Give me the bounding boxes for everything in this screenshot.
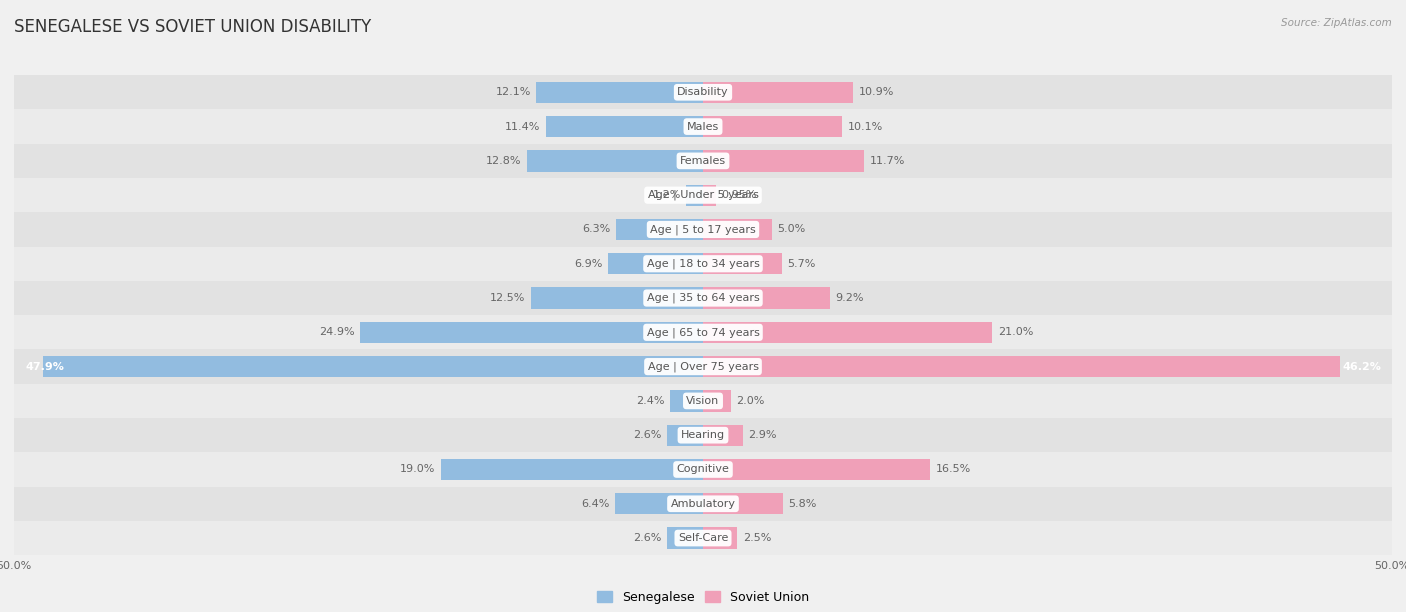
Bar <box>703 528 738 549</box>
Bar <box>703 116 842 137</box>
Bar <box>14 281 1392 315</box>
Text: Ambulatory: Ambulatory <box>671 499 735 509</box>
Bar <box>703 219 772 240</box>
Text: 6.9%: 6.9% <box>574 259 602 269</box>
Bar <box>14 315 1392 349</box>
Text: SENEGALESE VS SOVIET UNION DISABILITY: SENEGALESE VS SOVIET UNION DISABILITY <box>14 18 371 36</box>
Text: Cognitive: Cognitive <box>676 465 730 474</box>
Text: 0.95%: 0.95% <box>721 190 756 200</box>
Bar <box>360 322 703 343</box>
Text: 2.4%: 2.4% <box>636 396 665 406</box>
Text: Age | 18 to 34 years: Age | 18 to 34 years <box>647 258 759 269</box>
Text: Age | 65 to 74 years: Age | 65 to 74 years <box>647 327 759 338</box>
Bar <box>14 452 1392 487</box>
Text: 5.0%: 5.0% <box>778 225 806 234</box>
Text: 16.5%: 16.5% <box>936 465 972 474</box>
Bar <box>14 487 1392 521</box>
Text: Hearing: Hearing <box>681 430 725 440</box>
Text: 12.8%: 12.8% <box>485 156 522 166</box>
Text: 2.0%: 2.0% <box>737 396 765 406</box>
Bar <box>14 349 1392 384</box>
Bar <box>14 110 1392 144</box>
Bar <box>614 493 703 515</box>
Bar <box>44 356 703 377</box>
Bar <box>14 212 1392 247</box>
Text: Females: Females <box>681 156 725 166</box>
Text: 11.7%: 11.7% <box>870 156 905 166</box>
Bar <box>616 219 703 240</box>
Text: 2.6%: 2.6% <box>633 430 662 440</box>
Bar <box>14 75 1392 110</box>
Text: 2.6%: 2.6% <box>633 533 662 543</box>
Text: 9.2%: 9.2% <box>835 293 863 303</box>
Bar <box>441 459 703 480</box>
Text: 2.9%: 2.9% <box>748 430 778 440</box>
Text: 47.9%: 47.9% <box>25 362 63 371</box>
Text: Source: ZipAtlas.com: Source: ZipAtlas.com <box>1281 18 1392 28</box>
Bar <box>14 144 1392 178</box>
Bar <box>607 253 703 274</box>
Bar <box>14 418 1392 452</box>
Text: 12.1%: 12.1% <box>495 88 531 97</box>
Text: 11.4%: 11.4% <box>505 122 540 132</box>
Bar <box>686 185 703 206</box>
Bar <box>14 178 1392 212</box>
Text: Age | Over 75 years: Age | Over 75 years <box>648 361 758 372</box>
Bar <box>668 425 703 446</box>
Text: Males: Males <box>688 122 718 132</box>
Legend: Senegalese, Soviet Union: Senegalese, Soviet Union <box>592 586 814 609</box>
Bar <box>531 288 703 308</box>
Bar <box>546 116 703 137</box>
Bar <box>703 356 1340 377</box>
Bar <box>703 493 783 515</box>
Bar <box>703 390 731 411</box>
Text: 21.0%: 21.0% <box>998 327 1033 337</box>
Bar <box>703 151 865 171</box>
Text: 12.5%: 12.5% <box>489 293 526 303</box>
Text: 2.5%: 2.5% <box>742 533 772 543</box>
Text: Age | 5 to 17 years: Age | 5 to 17 years <box>650 224 756 235</box>
Bar <box>703 185 716 206</box>
Text: 10.9%: 10.9% <box>859 88 894 97</box>
Bar <box>703 81 853 103</box>
Bar <box>14 247 1392 281</box>
Bar <box>703 253 782 274</box>
Bar <box>527 151 703 171</box>
Text: 5.8%: 5.8% <box>789 499 817 509</box>
Text: 1.2%: 1.2% <box>652 190 681 200</box>
Bar <box>669 390 703 411</box>
Text: 5.7%: 5.7% <box>787 259 815 269</box>
Text: 19.0%: 19.0% <box>401 465 436 474</box>
Text: 24.9%: 24.9% <box>319 327 354 337</box>
Text: 6.3%: 6.3% <box>582 225 610 234</box>
Text: Self-Care: Self-Care <box>678 533 728 543</box>
Bar <box>14 384 1392 418</box>
Text: 10.1%: 10.1% <box>848 122 883 132</box>
Text: Age | 35 to 64 years: Age | 35 to 64 years <box>647 293 759 304</box>
Text: Age | Under 5 years: Age | Under 5 years <box>648 190 758 200</box>
Bar <box>668 528 703 549</box>
Bar <box>14 521 1392 555</box>
Bar <box>703 322 993 343</box>
Text: 6.4%: 6.4% <box>581 499 609 509</box>
Bar <box>536 81 703 103</box>
Bar <box>703 459 931 480</box>
Text: Vision: Vision <box>686 396 720 406</box>
Bar <box>703 288 830 308</box>
Bar <box>703 425 742 446</box>
Text: Disability: Disability <box>678 88 728 97</box>
Text: 46.2%: 46.2% <box>1343 362 1381 371</box>
